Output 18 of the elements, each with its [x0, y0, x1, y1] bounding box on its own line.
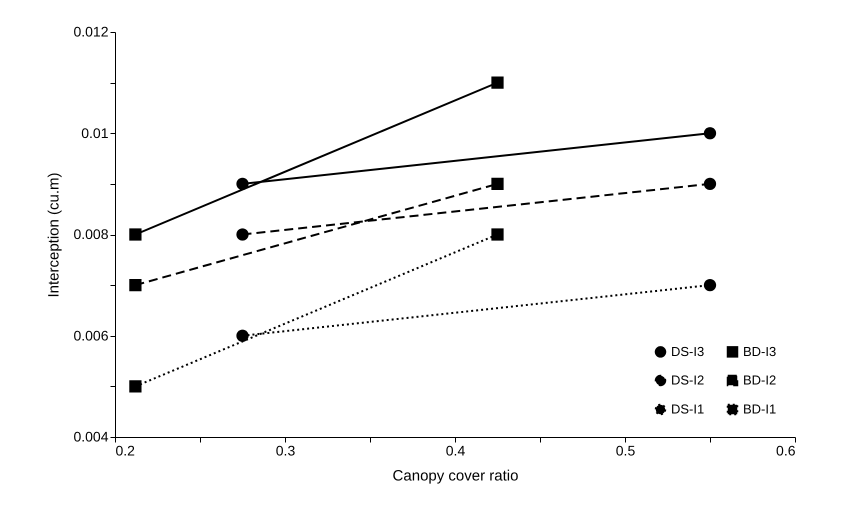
legend-label: DS-I1 [671, 402, 704, 416]
x-tick-label: 0.6 [776, 442, 796, 458]
x-tick-label: 0.2 [116, 442, 136, 458]
y-axis-title: Interception (cu.m) [45, 172, 62, 298]
legend-label: DS-I3 [671, 344, 704, 359]
legend-label: BD-I3 [743, 344, 776, 359]
x-tick-label: 0.4 [446, 442, 466, 458]
y-tick-label: 0.008 [73, 226, 109, 242]
legend-label: DS-I2 [671, 372, 704, 388]
x-tick-label: 0.5 [616, 442, 636, 458]
y-tick-label: 0.01 [81, 124, 109, 141]
y-tick-label: 0.012 [73, 24, 109, 40]
y-tick-label: 0.004 [73, 428, 109, 444]
x-axis-title: Canopy cover ratio [392, 468, 518, 484]
x-tick-label: 0.3 [276, 442, 296, 458]
legend-label: BD-I2 [743, 372, 776, 388]
y-tick-label: 0.006 [73, 327, 109, 344]
legend-label: BD-I1 [743, 402, 776, 416]
